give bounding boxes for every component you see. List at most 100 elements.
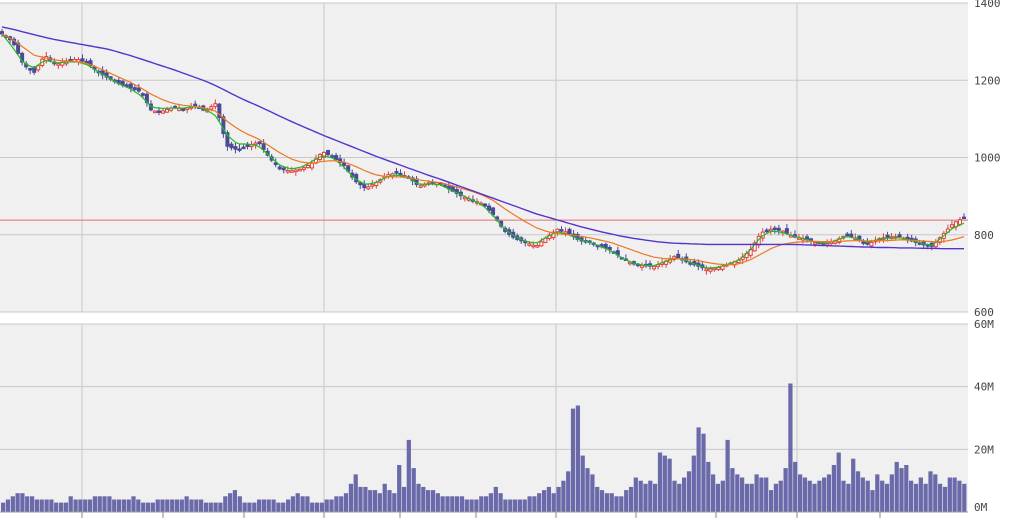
candle-up	[768, 228, 773, 232]
volume-bar	[909, 480, 914, 512]
volume-bar	[300, 496, 305, 512]
candle-up	[813, 242, 818, 245]
volume-bar	[44, 499, 49, 512]
volume-bar	[488, 493, 494, 512]
candle-down	[245, 144, 250, 147]
candle-up	[285, 170, 290, 173]
candle-down	[764, 229, 769, 233]
candle-down	[772, 227, 777, 231]
volume-bar	[812, 483, 817, 512]
volume-bar	[614, 496, 619, 512]
volume-bar	[397, 465, 402, 512]
volume-bar	[542, 490, 547, 512]
price-tick-label: 1000	[974, 152, 1001, 165]
candle-down	[229, 143, 234, 149]
volume-bar	[807, 480, 812, 512]
volume-bar	[20, 493, 25, 512]
volume-bar	[141, 502, 146, 512]
volume-bar	[363, 486, 368, 512]
volume-bar	[884, 483, 890, 512]
volume-bar	[933, 474, 938, 512]
volume-bar	[798, 474, 803, 512]
volume-bar	[904, 465, 909, 512]
volume-bar	[242, 502, 247, 512]
volume-bar	[715, 483, 721, 512]
volume-bar	[228, 493, 233, 512]
volume-bar	[112, 499, 117, 512]
candle-down	[88, 60, 93, 67]
candle-up	[531, 244, 536, 248]
volume-bar	[677, 483, 682, 512]
candle-up	[704, 268, 709, 272]
volume-bar	[498, 493, 503, 512]
volume-bar	[223, 496, 228, 512]
candle-down	[281, 167, 286, 171]
volume-bar	[826, 474, 832, 512]
candle-down	[885, 234, 890, 238]
volume-bar	[382, 483, 387, 512]
volume-bar	[860, 477, 865, 512]
volume-bar	[339, 496, 344, 512]
volume-bar	[450, 496, 455, 512]
volume-bar	[150, 502, 155, 512]
volume-bar	[387, 490, 392, 512]
volume-bar	[561, 480, 566, 512]
volume-bar	[189, 499, 194, 512]
candle-down	[845, 233, 850, 237]
volume-bar	[145, 502, 151, 512]
volume-bar	[281, 502, 286, 512]
candle-up	[418, 185, 423, 188]
candle-up	[209, 106, 214, 110]
volume-bar	[213, 502, 218, 512]
volume-bar	[377, 493, 382, 512]
volume-bar	[836, 452, 841, 512]
volume-bar	[63, 502, 69, 512]
candle-up	[462, 196, 467, 200]
candle-up	[712, 267, 717, 271]
candle-down	[342, 162, 347, 166]
volume-bar	[68, 496, 73, 512]
volume-bar	[25, 496, 30, 512]
volume-bar	[899, 468, 904, 512]
volume-bar	[416, 483, 421, 512]
candle-up	[527, 243, 532, 246]
volume-bar	[957, 480, 962, 512]
candle-up	[56, 63, 61, 66]
volume-bar	[851, 458, 856, 512]
candle-down	[784, 228, 789, 234]
moving-average-short	[1, 33, 965, 269]
volume-bar	[329, 499, 334, 512]
volume-bar	[126, 499, 131, 512]
volume-bar	[271, 499, 276, 512]
candle-up	[322, 151, 327, 158]
volume-tick-label: 0M	[974, 501, 988, 514]
volume-bar	[348, 483, 354, 512]
price-tick-label: 1400	[974, 0, 1001, 10]
candle-down	[358, 182, 363, 186]
candle-down	[225, 132, 230, 147]
volume-bar	[92, 496, 98, 512]
candle-down	[849, 233, 854, 238]
price-tick-label: 800	[974, 229, 994, 242]
volume-bar	[648, 480, 653, 512]
price-tick-label: 600	[974, 306, 994, 319]
volume-bar	[865, 480, 870, 512]
candle-up	[652, 265, 657, 270]
candle-down	[776, 227, 781, 231]
volume-bar	[179, 499, 184, 512]
volume-bar	[484, 496, 489, 512]
candle-down	[20, 52, 25, 63]
volume-bar	[261, 499, 267, 512]
candle-down	[567, 228, 572, 235]
candle-down	[140, 93, 145, 96]
volume-bar	[508, 499, 513, 512]
candle-down	[237, 148, 242, 151]
volume-bar	[735, 474, 740, 512]
candle-down	[559, 229, 564, 232]
volume-bar	[184, 496, 189, 512]
candle-up	[305, 164, 310, 169]
volume-bar	[469, 499, 474, 512]
volume-bar	[585, 468, 590, 512]
volume-bar	[78, 499, 83, 512]
volume-bar	[160, 499, 165, 512]
